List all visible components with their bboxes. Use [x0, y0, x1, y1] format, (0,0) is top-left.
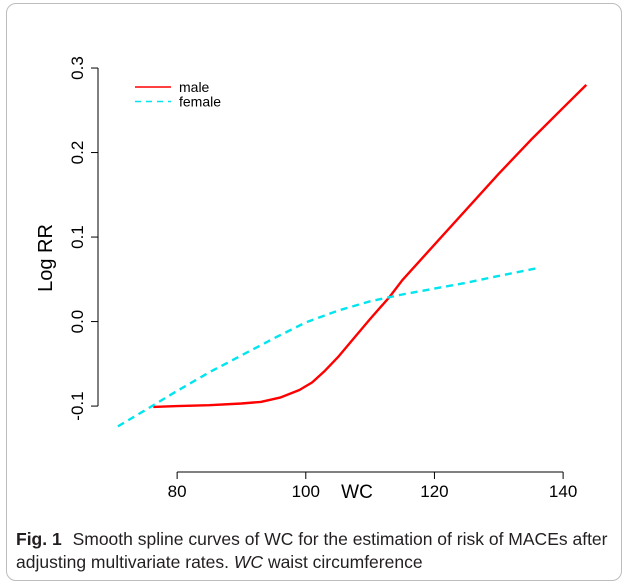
y-tick-label: 0.3: [68, 56, 87, 80]
caption-figure-label: Fig. 1: [16, 529, 62, 549]
y-tick-label: 0.1: [68, 225, 87, 249]
caption-abbreviation: WC: [233, 552, 264, 572]
caption-abbreviation-definition: waist circumference: [267, 552, 423, 572]
x-tick-label: 80: [168, 482, 187, 501]
series-layer: [117, 84, 588, 428]
y-tick-label: 0.0: [68, 310, 87, 334]
y-axis-title: Log RR: [35, 224, 57, 292]
series-line-female: [117, 267, 537, 428]
legend-label-male: male: [179, 79, 210, 95]
figure-frame: [6, 3, 622, 581]
figure-caption: Fig. 1 Smooth spline curves of WC for th…: [16, 528, 616, 574]
y-tick-label: 0.2: [68, 141, 87, 165]
series-line-male: [153, 84, 588, 409]
caption-text: Smooth spline curves of WC for the estim…: [16, 529, 608, 572]
x-tick-label: 140: [549, 482, 577, 501]
x-tick-label: 100: [292, 482, 320, 501]
x-tick-label: 120: [420, 482, 448, 501]
legend-label-female: female: [179, 94, 221, 110]
axes: 80 100 120 140 -0.1 0.0 0.1 0.2 0.3: [68, 56, 577, 501]
x-axis-title: WC: [341, 482, 373, 503]
y-tick-label: -0.1: [68, 391, 87, 420]
